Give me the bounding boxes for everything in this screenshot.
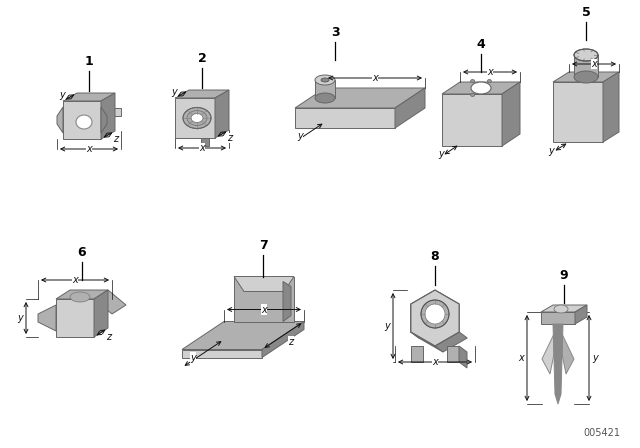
Polygon shape [56,290,108,299]
Ellipse shape [76,115,92,129]
Polygon shape [38,305,56,331]
Polygon shape [553,72,619,82]
Polygon shape [502,82,520,146]
Polygon shape [442,82,520,94]
Text: x: x [199,143,205,153]
Polygon shape [215,90,229,138]
Text: 5: 5 [582,6,590,19]
Text: y: y [190,353,196,362]
Polygon shape [56,299,94,337]
Ellipse shape [574,71,598,83]
Polygon shape [435,332,467,352]
Text: 1: 1 [84,55,93,68]
Ellipse shape [70,292,90,302]
Polygon shape [603,72,619,142]
Polygon shape [459,346,467,368]
Polygon shape [94,290,126,314]
Ellipse shape [470,94,475,96]
Ellipse shape [425,304,445,324]
Text: 2: 2 [198,52,206,65]
Polygon shape [541,312,575,324]
Text: x: x [487,67,493,77]
Polygon shape [63,101,101,139]
Polygon shape [562,334,574,374]
Polygon shape [101,93,115,139]
Polygon shape [574,55,598,77]
Polygon shape [575,305,587,324]
Text: y: y [171,87,177,97]
Polygon shape [295,108,395,128]
Ellipse shape [187,111,207,125]
Polygon shape [542,334,554,374]
Text: y: y [17,313,23,323]
Text: x: x [372,73,378,83]
Polygon shape [234,276,294,292]
Ellipse shape [470,79,475,82]
Polygon shape [295,88,425,108]
Polygon shape [553,324,563,394]
Text: x: x [432,357,438,367]
Polygon shape [553,82,603,142]
Polygon shape [63,93,115,101]
Polygon shape [175,90,229,98]
Text: x: x [518,353,524,363]
Text: 9: 9 [560,269,568,282]
Text: 4: 4 [477,38,485,51]
Polygon shape [94,290,108,337]
Ellipse shape [315,93,335,103]
Polygon shape [71,108,121,116]
Text: y: y [384,321,390,331]
Text: 3: 3 [331,26,339,39]
Ellipse shape [183,108,211,129]
Polygon shape [395,88,425,128]
Polygon shape [182,349,262,358]
Ellipse shape [488,79,492,82]
Text: z: z [113,134,118,144]
Ellipse shape [191,113,203,122]
Text: y: y [59,90,65,100]
Ellipse shape [321,78,329,82]
Text: y: y [548,146,554,156]
Polygon shape [201,138,209,146]
Ellipse shape [421,300,449,328]
Polygon shape [411,290,460,346]
Polygon shape [411,332,443,352]
Polygon shape [411,346,423,362]
Text: z: z [289,336,294,346]
Text: y: y [297,131,303,141]
Polygon shape [315,80,335,98]
Text: x: x [86,144,92,154]
Text: 6: 6 [77,246,86,259]
Polygon shape [447,346,459,362]
Text: 7: 7 [259,238,268,251]
Text: y: y [438,149,444,159]
Ellipse shape [574,49,598,61]
Polygon shape [411,304,419,338]
Polygon shape [442,94,502,146]
Text: z: z [227,133,232,143]
Polygon shape [283,281,291,322]
Text: y: y [592,353,598,363]
Polygon shape [234,276,294,322]
Ellipse shape [76,295,84,299]
Polygon shape [262,322,304,358]
Ellipse shape [554,305,568,313]
Text: x: x [261,305,267,314]
Text: x: x [591,59,597,69]
Polygon shape [555,394,561,404]
Polygon shape [175,98,215,138]
Polygon shape [182,322,304,349]
Text: z: z [106,332,111,341]
Ellipse shape [471,82,491,94]
Text: 8: 8 [431,250,439,263]
Polygon shape [57,107,63,133]
Text: x: x [72,275,78,285]
Ellipse shape [73,293,87,301]
Polygon shape [101,107,107,133]
Ellipse shape [315,75,335,85]
Polygon shape [541,305,587,312]
Text: 005421: 005421 [583,428,620,438]
